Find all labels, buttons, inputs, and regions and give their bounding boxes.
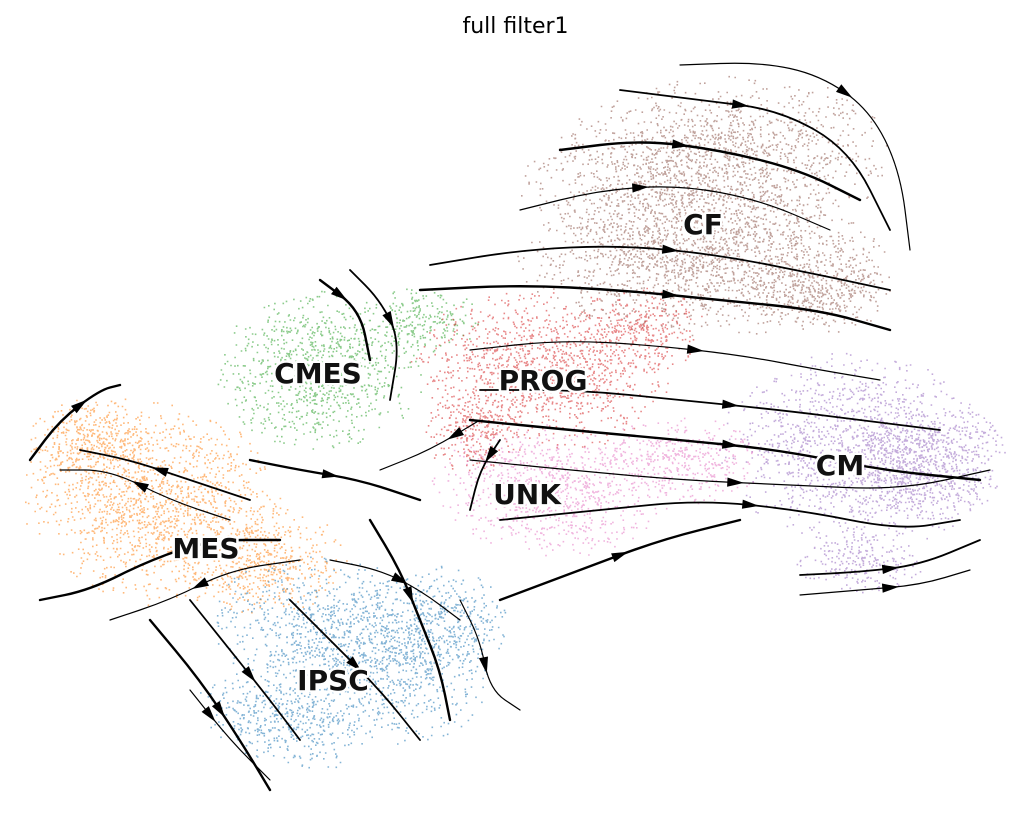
- cluster-points-unk: [431, 417, 765, 557]
- streamline-arrowhead: [211, 701, 225, 718]
- streamline-arrowhead: [346, 656, 362, 672]
- cluster-points-cmes: [217, 288, 479, 450]
- streamline: [498, 518, 742, 602]
- streamline-arrowhead: [661, 289, 679, 299]
- streamline: [28, 383, 122, 462]
- streamline: [38, 538, 282, 602]
- streamline-arrowhead: [836, 84, 853, 98]
- streamline: [349, 269, 398, 401]
- streamline: [109, 559, 301, 621]
- cluster-label-cm: CM: [816, 449, 864, 482]
- streamline-arrowhead: [321, 469, 339, 479]
- streamline: [329, 559, 461, 621]
- cluster-label-cf: CF: [683, 208, 723, 241]
- streamline: [799, 569, 971, 596]
- streamline-arrowhead: [241, 666, 256, 682]
- streamline-arrowhead: [671, 139, 689, 149]
- streamline: [148, 618, 272, 792]
- cluster-label-mes: MES: [172, 532, 239, 565]
- streamline: [459, 599, 521, 711]
- streamline-arrowhead: [192, 577, 209, 589]
- streamline-arrowhead: [382, 311, 394, 328]
- streamline-arrowhead: [632, 183, 649, 193]
- streamline: [469, 341, 881, 381]
- streamline-arrowhead: [721, 439, 739, 449]
- streamline: [289, 599, 421, 741]
- streamline: [59, 469, 231, 521]
- streamline-arrowhead: [727, 477, 744, 487]
- cluster-points-mes: [25, 398, 348, 614]
- cluster-points-cm: [719, 352, 1006, 594]
- cluster-points-cf: [517, 75, 891, 337]
- cluster-points-ipsc: [200, 556, 507, 769]
- cluster-label-prog: PROG: [499, 364, 588, 397]
- cluster-label-ipsc: IPSC: [297, 664, 369, 697]
- velocity-streamlines: [28, 62, 991, 792]
- streamline: [519, 186, 831, 231]
- streamline: [468, 418, 982, 482]
- streamline-arrowhead: [201, 706, 216, 722]
- streamline-arrowhead: [661, 244, 679, 254]
- streamline: [799, 539, 981, 576]
- streamline-arrowhead: [391, 572, 408, 584]
- streamline-arrowhead: [402, 586, 414, 604]
- chart-title: full filter1: [462, 14, 569, 39]
- cluster-label-cmes: CMES: [274, 357, 362, 390]
- streamline: [79, 449, 251, 501]
- streamline: [418, 285, 892, 332]
- streamline-arrowhead: [485, 446, 499, 463]
- streamline: [248, 458, 422, 502]
- streamline: [469, 459, 991, 489]
- streamline: [189, 599, 301, 741]
- streamline-arrowhead: [151, 467, 169, 477]
- scatter-points: [25, 75, 1006, 769]
- streamline-arrowhead: [71, 399, 88, 414]
- cluster-label-unk: UNK: [493, 478, 562, 511]
- streamline: [379, 419, 481, 471]
- streamline-arrowhead: [741, 499, 759, 509]
- streamline-arrowhead: [447, 427, 464, 440]
- cluster-points-prog: [410, 287, 703, 472]
- streamline: [479, 389, 941, 431]
- streamline: [499, 501, 961, 528]
- streamline-arrowhead: [881, 564, 899, 574]
- streamline: [429, 245, 891, 291]
- streamline-arrowhead: [132, 481, 149, 493]
- streamline-arrowhead: [171, 543, 189, 553]
- streamline: [679, 62, 911, 251]
- streamline-arrowhead: [478, 656, 488, 674]
- streamline-arrowhead: [721, 399, 739, 409]
- streamline-arrowhead: [331, 286, 348, 301]
- streamline-arrowhead: [881, 583, 899, 593]
- streamline-arrowhead: [686, 344, 704, 354]
- streamline-arrowhead: [731, 99, 749, 109]
- streamline-arrowhead: [611, 551, 629, 563]
- cluster-labels: CF PROG CMES CM UNK MES IPSC: [170, 206, 867, 700]
